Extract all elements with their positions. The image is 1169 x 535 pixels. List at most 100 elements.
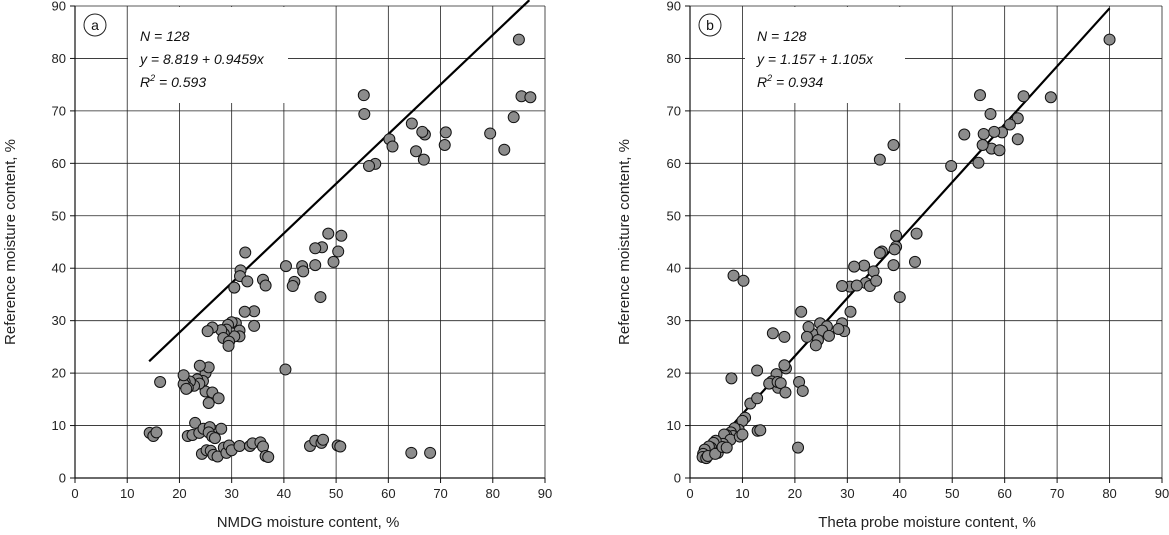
panel-a-data-point [286, 280, 299, 293]
panel-b-data-point [802, 320, 815, 333]
panel-b-data-point [972, 156, 985, 169]
panel-b-x-tick-label: 50 [945, 486, 959, 501]
panel-b-letter: b [706, 17, 714, 33]
panel-a-letter: a [91, 17, 99, 33]
panel-a-data-point [309, 242, 322, 255]
panel-b-y-tick-label: 80 [667, 51, 681, 66]
panel-b-data-point [870, 274, 883, 287]
panel-b-x-tick-label: 20 [788, 486, 802, 501]
panel-b-data-point [736, 428, 749, 441]
panel-a-data-point [417, 153, 430, 166]
panel-b-data-point [887, 138, 900, 151]
panel-b-y-tick-label: 60 [667, 156, 681, 171]
panel-b-data-point [766, 327, 779, 340]
panel-b-data-point [751, 392, 764, 405]
panel-b-data-point [873, 153, 886, 166]
panel-b-data-point [893, 291, 906, 304]
panel-a-stat-r2-exponent: 2 [149, 73, 155, 83]
panel-a-data-point [189, 416, 202, 429]
panel-b-x-tick-label: 10 [735, 486, 749, 501]
panel-a-data-point [193, 359, 206, 372]
panel-a-data-point [332, 245, 345, 258]
panel-b-data-point [725, 372, 738, 385]
panel-a-data-point [208, 432, 221, 445]
panel-a-data-point [322, 227, 335, 240]
panel-b-data-point [727, 269, 740, 282]
panel-a-y-axis-label: Reference moisture content, % [2, 139, 19, 345]
panel-a-data-point [357, 89, 370, 102]
panel-a-y-tick-label: 80 [52, 51, 66, 66]
panel-a-data-point [424, 446, 437, 459]
panel-a-data-point [241, 275, 254, 288]
panel-a-x-tick-label: 10 [120, 486, 134, 501]
panel-a-data-point [410, 145, 423, 158]
panel-b-data-point [832, 323, 845, 336]
panel-a-stat-r2-value: = 0.593 [155, 74, 206, 90]
panel-a-data-point [484, 127, 497, 140]
panel-b-data-point [1011, 133, 1024, 146]
panel-b-data-point [822, 329, 835, 342]
panel-b-y-tick-label: 0 [674, 471, 681, 486]
panel-b-data-point [1103, 33, 1116, 46]
panel-b-y-tick-label: 30 [667, 313, 681, 328]
panel-a-y-tick-label: 40 [52, 261, 66, 276]
panel-a-y-tick-label: 60 [52, 156, 66, 171]
panel-b-data-point [910, 227, 923, 240]
panel-a-stats-box [128, 7, 288, 103]
panel-b-stat-equation: y = 1.157 + 1.105x [756, 51, 874, 67]
panel-a-data-point [309, 259, 322, 272]
panel-a-data-point [212, 392, 225, 405]
panel-a-x-tick-label: 20 [172, 486, 186, 501]
panel-b-data-point [778, 359, 791, 372]
panel-a-data-point [512, 33, 525, 46]
panel-b-x-tick-label: 80 [1102, 486, 1116, 501]
panel-a-x-tick-label: 40 [277, 486, 291, 501]
panel-a-data-point [279, 260, 292, 273]
panel-a-data-point [222, 339, 235, 352]
panel-a-y-tick-label: 10 [52, 418, 66, 433]
panel-b-x-tick-label: 40 [893, 486, 907, 501]
panel-b-y-tick-label: 70 [667, 103, 681, 118]
panel-a-data-point [297, 265, 310, 278]
panel-b-y-axis-label: Reference moisture content, % [616, 139, 633, 345]
panel-a-data-point [150, 426, 163, 439]
panel-b-data-point [800, 330, 813, 343]
panel-a-data-point [405, 446, 418, 459]
panel-b-data-point [993, 144, 1006, 157]
panel-a-y-tick-label: 70 [52, 103, 66, 118]
panel-a-regression-line [148, 0, 531, 363]
panel-b-x-tick-label: 70 [1050, 486, 1064, 501]
panel-b-data-point [988, 125, 1001, 138]
panel-b-plot: Theta probe moisture content, % Referenc… [616, 0, 1169, 531]
panel-a-data-point [363, 159, 376, 172]
panel-a-data-point [259, 279, 272, 292]
panel-b-data-point [945, 159, 958, 172]
panel-a-data-point [279, 363, 292, 376]
panel-a-x-tick-label: 50 [329, 486, 343, 501]
panel-a-stat-r2-prefix: R [140, 74, 150, 90]
panel-a-data-point [317, 433, 330, 446]
panel-b-data-point [958, 128, 971, 141]
panel-a-data-point [262, 451, 275, 464]
panel-b-data-point [1044, 91, 1057, 104]
panel-b-data-point [1003, 118, 1016, 131]
panel-a-data-point [438, 138, 451, 151]
panel-b-data-point [977, 127, 990, 140]
panel-b-data-point [976, 138, 989, 151]
panel-b-data-point [850, 279, 863, 292]
panel-b-data-point [751, 364, 764, 377]
panel-a-data-point [439, 126, 452, 139]
panel-b-data-point [873, 247, 886, 260]
panel-b-data-point [792, 441, 805, 454]
panel-b-data-point [737, 274, 750, 287]
panel-b-data-point [1017, 90, 1030, 103]
panel-a-y-tick-label: 50 [52, 208, 66, 223]
panel-b-stat-r2-prefix: R [757, 74, 767, 90]
panel-b-data-point [848, 260, 861, 273]
panel-a-data-point [498, 143, 511, 156]
panel-a-data-point [334, 440, 347, 453]
panel-b-data-point [888, 243, 901, 256]
panel-a-y-tick-label: 20 [52, 366, 66, 381]
panel-a-plot: NMDG moisture content, % Reference moist… [2, 0, 552, 531]
